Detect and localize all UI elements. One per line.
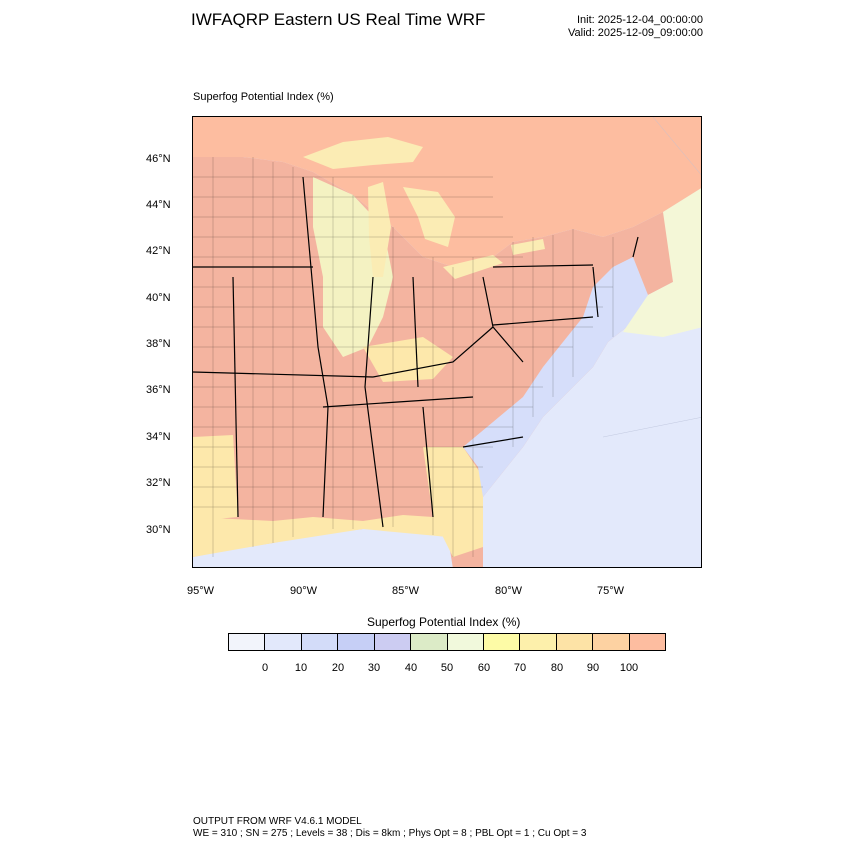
northeast-light: [623, 188, 701, 337]
legend-tick: 90: [586, 662, 600, 674]
legend-tick: 20: [331, 662, 345, 674]
legend-tick: 50: [440, 662, 454, 674]
legend-tick: 10: [294, 662, 308, 674]
valid-time: Valid: 2025-12-09_09:00:00: [568, 27, 703, 39]
legend-color-box-8: [520, 634, 557, 650]
legend-color-box-1: [265, 634, 302, 650]
legend-color-box-9: [556, 634, 594, 650]
legend-color-box-6: [447, 634, 484, 650]
legend-title: Superfog Potential Index (%): [367, 615, 521, 629]
legend-color-box-0: [229, 634, 266, 650]
legend-tick: 80: [550, 662, 564, 674]
lon-label-75: 75°W: [597, 585, 625, 597]
west-yellow: [193, 435, 238, 521]
lake-ontario: [511, 239, 545, 255]
graticule: [602, 117, 701, 438]
color-legend-bar: [228, 633, 666, 651]
lake-michigan: [368, 182, 391, 277]
lon-label-95: 95°W: [187, 585, 215, 597]
legend-tick: 40: [404, 662, 418, 674]
run-times: Init: 2025-12-04_00:00:00 Valid: 2025-12…: [568, 14, 703, 40]
lat-label-46: 46°N: [146, 153, 171, 165]
legend-tick: 0: [261, 662, 269, 674]
lon-label-80: 80°W: [495, 585, 523, 597]
map-subtitle: Superfog Potential Index (%): [193, 91, 334, 103]
legend-color-box-2: [301, 634, 339, 650]
legend-tick: 30: [367, 662, 381, 674]
legend-tick: 70: [513, 662, 527, 674]
lat-label-36: 36°N: [146, 384, 171, 396]
legend-color-box-3: [338, 634, 375, 650]
lake-superior: [303, 137, 423, 169]
legend-tick: 60: [477, 662, 491, 674]
legend-color-box-11: [629, 634, 666, 650]
kentucky-yellow: [363, 337, 453, 382]
legend-color-box-10: [593, 634, 630, 650]
county-borders: [193, 157, 614, 557]
lat-label-34: 34°N: [146, 431, 171, 443]
lon-label-85: 85°W: [392, 585, 420, 597]
lat-label-40: 40°N: [146, 292, 171, 304]
init-time: Init: 2025-12-04_00:00:00: [577, 14, 703, 26]
lat-label-38: 38°N: [146, 338, 171, 350]
model-info: OUTPUT FROM WRF V4.6.1 MODEL WE = 310 ; …: [193, 816, 586, 840]
legend-color-box-7: [483, 634, 521, 650]
lat-label-30: 30°N: [146, 524, 171, 536]
page-title: IWFAQRP Eastern US Real Time WRF: [191, 10, 486, 29]
legend-color-box-5: [411, 634, 448, 650]
legend-color-box-4: [374, 634, 412, 650]
legend-tick: 100: [619, 662, 639, 674]
model-config: WE = 310 ; SN = 275 ; Levels = 38 ; Dis …: [193, 828, 587, 839]
lat-label-42: 42°N: [146, 245, 171, 257]
map-panel: [192, 116, 702, 568]
lat-label-32: 32°N: [146, 477, 171, 489]
map-canvas: [193, 117, 701, 567]
lon-label-90: 90°W: [290, 585, 318, 597]
atlantic-coast-low: [463, 257, 648, 497]
model-version: OUTPUT FROM WRF V4.6.1 MODEL: [193, 816, 362, 827]
gulf-yellow: [193, 515, 448, 557]
lat-label-44: 44°N: [146, 199, 171, 211]
